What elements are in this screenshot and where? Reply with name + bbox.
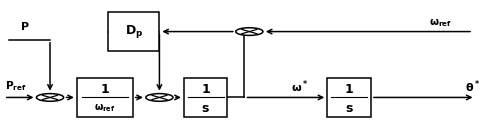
Text: $\mathbf{P_{ref}}$: $\mathbf{P_{ref}}$ xyxy=(5,80,27,93)
FancyBboxPatch shape xyxy=(326,78,370,117)
Text: $\mathbf{1}$: $\mathbf{1}$ xyxy=(100,83,109,96)
FancyBboxPatch shape xyxy=(183,78,227,117)
Circle shape xyxy=(145,94,173,101)
Text: $\mathbf{\omega_{ref}}$: $\mathbf{\omega_{ref}}$ xyxy=(94,102,115,114)
FancyBboxPatch shape xyxy=(77,78,132,117)
Text: $\mathbf{1}$: $\mathbf{1}$ xyxy=(200,83,210,96)
Circle shape xyxy=(235,28,263,35)
Text: $\mathbf{\omega^*}$: $\mathbf{\omega^*}$ xyxy=(290,78,307,95)
Text: $\mathbf{s}$: $\mathbf{s}$ xyxy=(201,102,209,115)
Text: $\mathbf{s}$: $\mathbf{s}$ xyxy=(344,102,353,115)
Text: $\mathbf{1}$: $\mathbf{1}$ xyxy=(344,83,353,96)
Text: $\mathbf{\omega_{ref}}$: $\mathbf{\omega_{ref}}$ xyxy=(428,18,451,29)
Circle shape xyxy=(36,94,63,101)
Text: $\mathbf{D_p}$: $\mathbf{D_p}$ xyxy=(124,23,143,40)
FancyBboxPatch shape xyxy=(108,12,159,51)
Text: $\mathbf{\theta^*}$: $\mathbf{\theta^*}$ xyxy=(464,78,479,95)
Text: $\mathbf{P}$: $\mathbf{P}$ xyxy=(20,20,29,32)
